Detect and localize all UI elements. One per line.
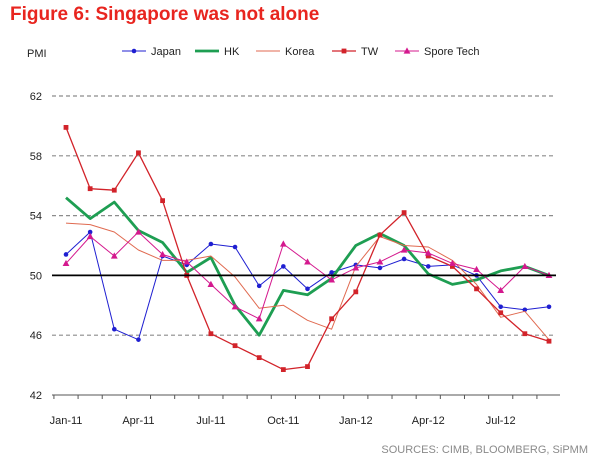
data-point-japan bbox=[256, 283, 262, 289]
data-point-spore-tech bbox=[400, 246, 408, 253]
data-point-tw bbox=[280, 367, 286, 372]
legend-marker-japan bbox=[131, 48, 137, 54]
y-tick-label: 46 bbox=[30, 330, 42, 342]
data-point-tw bbox=[353, 289, 359, 295]
data-point-spore-tech bbox=[424, 249, 432, 256]
x-tick-label: Oct-11 bbox=[267, 415, 299, 427]
data-point-tw bbox=[425, 253, 431, 259]
legend-label-spore-tech: Spore Tech bbox=[424, 46, 479, 58]
data-point-tw bbox=[232, 343, 238, 349]
data-point-japan bbox=[87, 229, 93, 235]
y-tick-label: 58 bbox=[30, 151, 42, 163]
data-point-spore-tech bbox=[255, 315, 263, 322]
legend-marker-spore-tech bbox=[403, 47, 411, 54]
data-point-spore-tech bbox=[159, 250, 166, 258]
data-point-tw bbox=[87, 186, 93, 192]
data-point-tw bbox=[305, 364, 310, 369]
data-point-tw bbox=[377, 232, 383, 238]
data-point-japan bbox=[208, 241, 214, 247]
data-point-spore-tech bbox=[376, 258, 384, 265]
data-point-spore-tech bbox=[497, 286, 505, 293]
data-point-japan bbox=[522, 307, 528, 313]
data-point-spore-tech bbox=[183, 258, 191, 265]
data-point-spore-tech bbox=[110, 252, 118, 259]
x-tick-label: Jul-12 bbox=[486, 415, 516, 427]
data-point-spore-tech bbox=[352, 264, 360, 271]
y-axis-label: PMI bbox=[27, 48, 47, 60]
data-point-tw bbox=[208, 331, 214, 337]
data-point-tw bbox=[450, 264, 455, 269]
legend-label-japan: Japan bbox=[151, 46, 181, 58]
x-tick-label: Jan-11 bbox=[50, 415, 83, 427]
x-tick-label: Jan-12 bbox=[339, 415, 373, 427]
legend-label-tw: TW bbox=[361, 46, 379, 58]
data-point-tw bbox=[111, 187, 117, 193]
chart-title: Figure 6: Singapore was not alone bbox=[10, 4, 320, 25]
data-point-spore-tech bbox=[328, 276, 336, 283]
data-point-tw bbox=[474, 286, 479, 292]
legend-marker-tw bbox=[341, 48, 347, 54]
legend-label-korea: Korea bbox=[285, 46, 315, 58]
data-point-japan bbox=[112, 326, 117, 332]
data-point-japan bbox=[401, 256, 407, 262]
data-point-tw bbox=[63, 124, 69, 130]
data-point-japan bbox=[425, 264, 431, 269]
data-point-tw bbox=[522, 331, 528, 337]
data-point-spore-tech bbox=[207, 280, 215, 287]
source-note: SOURCES: CIMB, BLOOMBERG, SiPMM bbox=[381, 444, 588, 456]
data-point-spore-tech bbox=[279, 240, 287, 247]
data-point-tw bbox=[329, 316, 335, 322]
data-point-japan bbox=[305, 286, 310, 292]
y-tick-label: 50 bbox=[30, 270, 42, 282]
data-point-japan bbox=[281, 264, 286, 269]
data-point-spore-tech bbox=[135, 228, 142, 235]
data-point-japan bbox=[136, 337, 141, 342]
data-point-tw bbox=[546, 338, 552, 344]
series-line-korea bbox=[65, 222, 550, 341]
data-point-tw bbox=[401, 210, 407, 216]
data-point-tw bbox=[498, 310, 504, 316]
legend-label-hk: HK bbox=[224, 46, 240, 58]
data-point-japan bbox=[377, 265, 383, 271]
data-point-japan bbox=[63, 252, 69, 257]
series-line-japan bbox=[65, 231, 550, 341]
data-point-japan bbox=[329, 270, 334, 275]
y-tick-label: 54 bbox=[30, 211, 42, 223]
data-point-spore-tech bbox=[521, 262, 529, 270]
data-point-spore-tech bbox=[231, 303, 239, 310]
data-point-japan bbox=[546, 304, 552, 310]
data-point-spore-tech bbox=[86, 232, 94, 240]
data-point-spore-tech bbox=[449, 259, 456, 267]
data-point-spore-tech bbox=[473, 265, 480, 273]
data-point-tw bbox=[136, 150, 141, 156]
data-point-japan bbox=[498, 304, 504, 310]
x-tick-label: Apr-11 bbox=[122, 415, 154, 427]
x-tick-label: Apr-12 bbox=[412, 415, 445, 427]
series-line-tw bbox=[65, 127, 550, 371]
y-tick-label: 62 bbox=[30, 91, 42, 103]
data-point-spore-tech bbox=[304, 258, 311, 265]
data-point-tw bbox=[256, 355, 262, 361]
data-point-spore-tech bbox=[62, 259, 70, 267]
data-point-japan bbox=[232, 244, 238, 250]
x-tick-label: Jul-11 bbox=[196, 415, 225, 427]
y-tick-label: 42 bbox=[30, 390, 42, 402]
data-point-tw bbox=[160, 198, 165, 204]
